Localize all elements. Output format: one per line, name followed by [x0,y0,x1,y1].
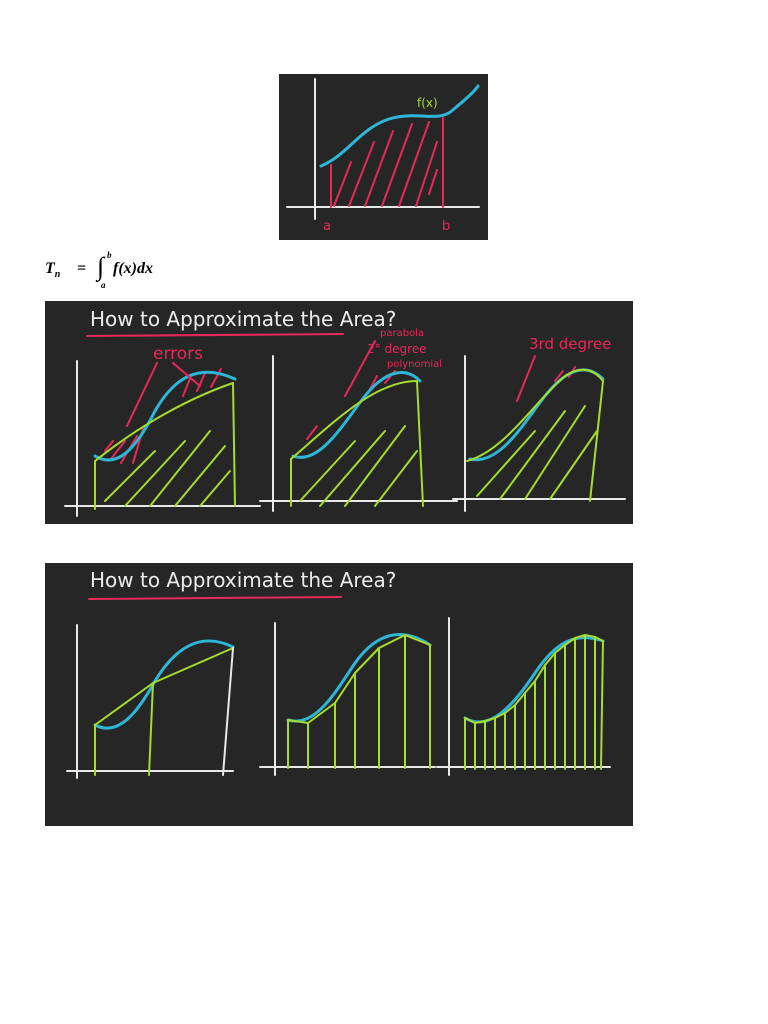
area-under-curve-drawing: f(x) a b [286,78,480,234]
approximation-cubic [466,368,604,502]
formula-integrand: f(x)dx [113,260,153,277]
strip-edge [222,647,234,776]
area-under-curve-figure: f(x) a b [279,74,488,240]
trapezoid-tops [94,647,234,726]
function-curve [286,633,432,723]
function-curve [93,370,237,462]
formula-equals: = [77,260,87,277]
errors-label: errors [153,344,203,364]
board-title: How to Approximate the Area? [90,307,396,331]
second-degree-label: 2° degree [367,342,427,356]
strip-edges [287,634,431,769]
integral-sign: ∫ [97,252,105,281]
integral-formula: Tn = ∫ b a f(x)dx [45,250,245,290]
strip-edge [148,682,154,776]
formula-variable: T [45,260,55,277]
polynomial-label: polynomial [387,359,442,370]
approximation-errors-drawing: How to Approximate the Area? errors [64,307,626,517]
panel-several-strips [259,622,436,776]
panel-many-strips [436,617,611,776]
integral-upper-limit: b [107,250,112,260]
trapezoid-tops [287,634,431,724]
panel-cubic: 3rd degree [452,335,626,512]
function-curve [93,639,235,730]
panel-parabola: parabola 2° degree polynomial [259,328,458,512]
third-degree-label: 3rd degree [529,335,611,353]
parabola-label: parabola [380,328,424,339]
title-underline [88,596,342,600]
integral-lower-limit: a [101,280,106,290]
function-curve [319,84,480,168]
approximation-errors-figure: How to Approximate the Area? errors [45,301,633,524]
formula-subscript: n [54,269,61,281]
board-title: How to Approximate the Area? [90,568,396,592]
lower-limit-label: a [323,219,331,234]
panel-two-strips [66,624,235,779]
trapezoid-approximation-figure: How to Approximate the Area? [45,563,633,826]
title-underline [86,333,344,337]
formula-lhs: Tn [45,260,60,280]
strip-edges [464,634,604,770]
upper-limit-label: b [442,219,450,234]
hatching [330,117,444,208]
panel-linear: errors [64,344,261,517]
function-label: f(x) [417,96,438,110]
approximation-line [94,382,236,510]
function-curve [291,371,422,459]
approximation-parabola [290,380,424,507]
trapezoid-approximation-drawing: How to Approximate the Area? [66,568,611,779]
function-curve [468,368,605,462]
